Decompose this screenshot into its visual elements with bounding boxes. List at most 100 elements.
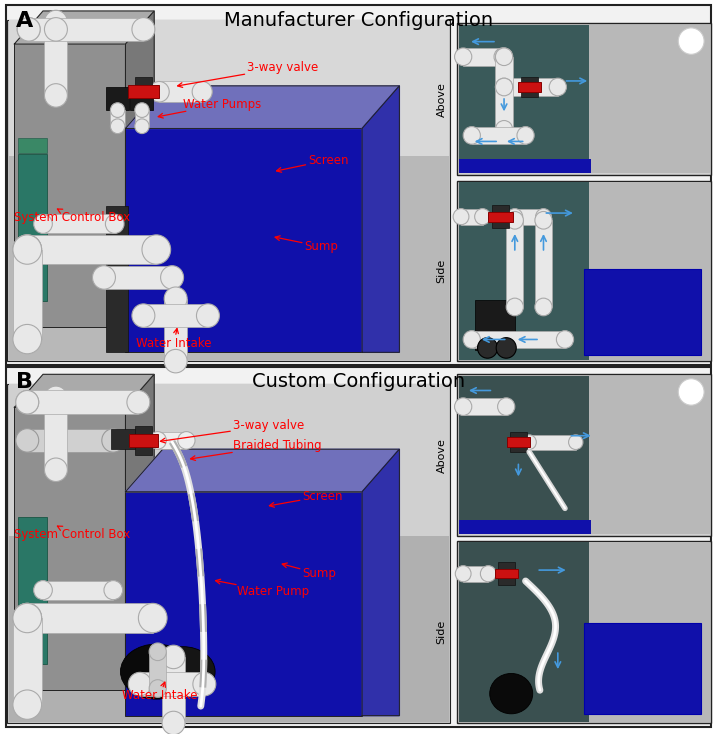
Bar <box>140 672 204 696</box>
Circle shape <box>142 235 171 264</box>
Bar <box>504 79 558 96</box>
Bar <box>6 5 711 365</box>
Polygon shape <box>14 11 154 44</box>
Bar <box>9 155 449 360</box>
Bar <box>27 429 113 452</box>
Text: Side: Side <box>437 258 447 283</box>
Circle shape <box>478 338 498 358</box>
Circle shape <box>475 208 490 225</box>
Circle shape <box>678 379 704 405</box>
Circle shape <box>13 235 42 264</box>
Bar <box>18 138 47 153</box>
Bar <box>106 87 129 110</box>
Text: System Control Box: System Control Box <box>14 209 130 224</box>
Bar <box>44 398 67 470</box>
Bar <box>9 384 449 537</box>
Circle shape <box>164 349 187 373</box>
Circle shape <box>193 672 216 696</box>
Circle shape <box>506 211 523 229</box>
Circle shape <box>135 103 149 117</box>
Circle shape <box>678 28 704 54</box>
Circle shape <box>535 211 552 229</box>
Text: Screen: Screen <box>270 490 343 507</box>
Text: 3-way valve: 3-way valve <box>161 419 304 443</box>
Bar <box>589 542 710 722</box>
Text: Water Pumps: Water Pumps <box>158 98 261 118</box>
Bar <box>518 82 541 92</box>
Circle shape <box>44 84 67 107</box>
Circle shape <box>44 18 67 41</box>
Bar <box>459 25 591 173</box>
Bar <box>18 154 47 301</box>
Circle shape <box>161 266 184 289</box>
Bar <box>488 211 513 222</box>
Circle shape <box>506 298 523 316</box>
Bar <box>463 48 503 65</box>
Circle shape <box>517 126 534 144</box>
Bar <box>521 77 538 98</box>
Bar <box>135 110 149 126</box>
Bar <box>27 390 138 414</box>
Circle shape <box>498 398 515 415</box>
Bar <box>149 652 166 688</box>
Bar <box>158 432 186 449</box>
Text: Above: Above <box>437 81 447 117</box>
Circle shape <box>17 18 40 41</box>
Circle shape <box>13 603 42 633</box>
Circle shape <box>105 214 124 233</box>
Circle shape <box>196 304 219 327</box>
Circle shape <box>164 287 187 310</box>
Bar <box>495 57 513 87</box>
Circle shape <box>495 48 513 65</box>
Bar <box>495 569 518 578</box>
Circle shape <box>17 18 40 41</box>
Circle shape <box>149 680 166 697</box>
Circle shape <box>127 390 150 414</box>
Ellipse shape <box>120 644 192 699</box>
Circle shape <box>16 429 39 452</box>
Bar <box>589 25 710 173</box>
Circle shape <box>44 458 67 482</box>
Polygon shape <box>14 374 154 407</box>
Bar <box>461 208 483 225</box>
Text: Screen: Screen <box>277 153 348 172</box>
Text: Custom Configuration: Custom Configuration <box>252 372 465 391</box>
Bar <box>463 398 506 415</box>
Text: Water Pump: Water Pump <box>216 579 309 598</box>
Circle shape <box>13 235 42 264</box>
Bar <box>27 235 156 264</box>
Bar <box>135 77 152 106</box>
Circle shape <box>128 672 151 696</box>
Bar <box>529 435 576 449</box>
Bar <box>459 520 591 534</box>
Circle shape <box>535 298 552 316</box>
Bar <box>459 182 591 360</box>
Circle shape <box>495 120 513 138</box>
Circle shape <box>132 18 155 41</box>
Text: Water Intake: Water Intake <box>136 329 212 350</box>
Bar <box>14 407 125 690</box>
Text: Water Intake: Water Intake <box>122 682 197 702</box>
Circle shape <box>455 398 472 415</box>
Bar <box>7 20 450 361</box>
Circle shape <box>536 208 551 225</box>
Bar <box>589 376 710 534</box>
Circle shape <box>480 566 496 582</box>
Bar <box>9 535 449 722</box>
Bar <box>130 87 153 110</box>
Circle shape <box>102 429 125 452</box>
Circle shape <box>92 266 115 289</box>
Text: Sump: Sump <box>282 563 336 581</box>
Bar <box>27 603 153 633</box>
Circle shape <box>463 126 480 144</box>
Text: Braided Tubing: Braided Tubing <box>191 439 322 460</box>
Circle shape <box>13 690 42 719</box>
Circle shape <box>178 432 195 449</box>
Bar <box>457 23 711 175</box>
Circle shape <box>522 435 536 449</box>
Text: Manufacturer Configuration: Manufacturer Configuration <box>224 11 493 30</box>
Circle shape <box>135 119 149 134</box>
Circle shape <box>556 330 574 348</box>
Circle shape <box>110 119 125 134</box>
Bar <box>457 181 711 361</box>
